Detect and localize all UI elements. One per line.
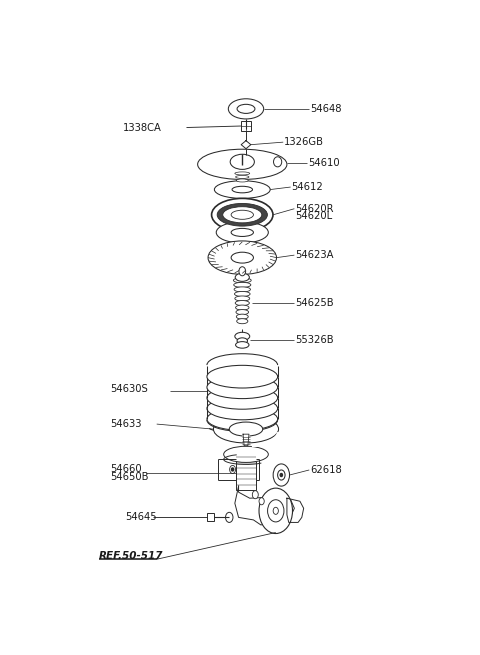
Circle shape	[273, 464, 289, 486]
Ellipse shape	[235, 332, 250, 341]
Ellipse shape	[235, 301, 249, 306]
FancyBboxPatch shape	[236, 449, 256, 490]
Ellipse shape	[217, 204, 267, 226]
Text: 62618: 62618	[310, 465, 342, 475]
Text: 54630S: 54630S	[110, 384, 148, 394]
Ellipse shape	[234, 282, 251, 288]
Text: 55326B: 55326B	[295, 335, 334, 345]
Ellipse shape	[274, 157, 282, 167]
Text: 54625B: 54625B	[295, 298, 334, 308]
Ellipse shape	[237, 338, 248, 344]
Text: 54623A: 54623A	[295, 250, 334, 260]
Text: 54620L: 54620L	[295, 211, 332, 221]
Circle shape	[239, 267, 246, 276]
Ellipse shape	[231, 210, 253, 219]
Polygon shape	[243, 434, 249, 446]
Circle shape	[273, 507, 278, 514]
Text: 54660: 54660	[110, 464, 142, 474]
Circle shape	[259, 488, 292, 534]
Text: 54650B: 54650B	[110, 472, 149, 481]
Ellipse shape	[236, 179, 248, 182]
Text: 54612: 54612	[291, 182, 323, 192]
Ellipse shape	[236, 310, 249, 314]
Circle shape	[259, 498, 264, 505]
Ellipse shape	[236, 176, 249, 178]
Text: 54645: 54645	[125, 512, 157, 523]
Circle shape	[229, 466, 236, 474]
Ellipse shape	[207, 397, 277, 420]
Ellipse shape	[214, 415, 278, 443]
Ellipse shape	[235, 296, 250, 301]
Ellipse shape	[233, 278, 251, 283]
Ellipse shape	[230, 155, 254, 170]
FancyBboxPatch shape	[207, 514, 215, 521]
Ellipse shape	[231, 252, 253, 263]
Ellipse shape	[208, 241, 276, 274]
Ellipse shape	[234, 291, 250, 297]
Ellipse shape	[235, 273, 249, 282]
Ellipse shape	[228, 99, 264, 119]
Circle shape	[277, 470, 285, 480]
Ellipse shape	[236, 314, 248, 319]
Ellipse shape	[232, 186, 252, 193]
Circle shape	[226, 512, 233, 523]
Text: 54620R: 54620R	[295, 204, 334, 214]
Text: 1338CA: 1338CA	[123, 122, 162, 132]
Ellipse shape	[229, 422, 263, 436]
Ellipse shape	[234, 287, 251, 292]
Ellipse shape	[237, 104, 255, 113]
Ellipse shape	[207, 365, 277, 388]
Text: 54610: 54610	[308, 159, 340, 168]
Text: REF.50-517: REF.50-517	[99, 551, 164, 561]
Ellipse shape	[207, 407, 277, 430]
Circle shape	[280, 474, 282, 477]
Ellipse shape	[215, 181, 270, 198]
Ellipse shape	[231, 229, 253, 236]
Ellipse shape	[207, 376, 277, 399]
Ellipse shape	[236, 305, 249, 310]
Ellipse shape	[235, 172, 250, 175]
Circle shape	[267, 500, 284, 522]
Ellipse shape	[198, 149, 287, 179]
Ellipse shape	[224, 446, 268, 462]
Text: 54633: 54633	[110, 419, 142, 429]
Circle shape	[231, 468, 234, 471]
Ellipse shape	[212, 198, 273, 231]
Text: 54648: 54648	[310, 104, 341, 114]
Ellipse shape	[237, 319, 248, 324]
Ellipse shape	[236, 342, 249, 348]
Text: 1326GB: 1326GB	[284, 137, 324, 147]
Ellipse shape	[216, 222, 268, 243]
Ellipse shape	[223, 207, 262, 223]
Ellipse shape	[207, 386, 277, 409]
Circle shape	[252, 491, 258, 498]
FancyBboxPatch shape	[241, 121, 251, 130]
